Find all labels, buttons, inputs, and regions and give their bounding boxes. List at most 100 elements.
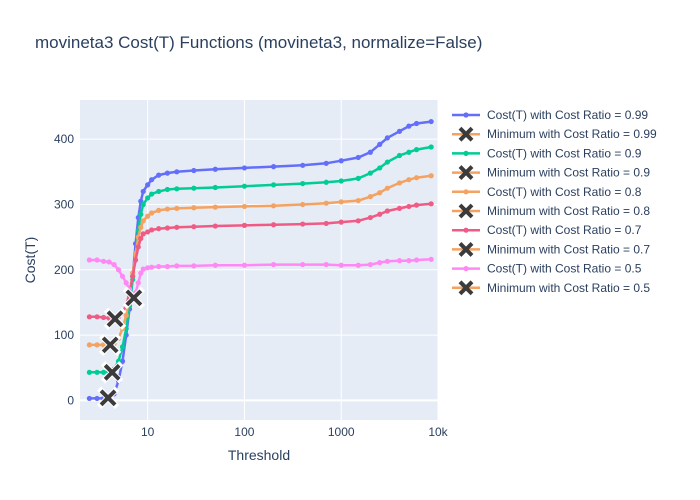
data-point	[191, 185, 197, 191]
legend-item[interactable]: Cost(T) with Cost Ratio = 0.5	[452, 262, 642, 276]
data-point	[428, 201, 434, 207]
data-point	[94, 395, 100, 402]
data-point	[377, 190, 383, 196]
legend-item[interactable]: Minimum with Cost Ratio = 0.99	[452, 126, 657, 142]
data-point	[86, 342, 92, 348]
data-point	[140, 218, 146, 224]
data-point	[413, 257, 420, 263]
legend-item[interactable]: Minimum with Cost Ratio = 0.9	[452, 165, 650, 181]
data-point	[138, 235, 144, 242]
legend-item[interactable]: Cost(T) with Cost Ratio = 0.99	[452, 108, 648, 122]
data-point	[111, 261, 117, 268]
data-point	[119, 273, 126, 279]
data-point	[106, 259, 112, 265]
legend-swatch-point	[463, 266, 469, 272]
data-point	[300, 261, 306, 268]
data-point	[145, 265, 151, 271]
data-point	[384, 208, 390, 214]
data-point	[300, 162, 306, 168]
y-tick-label: 400	[54, 132, 74, 146]
legend-swatch-marker	[458, 280, 474, 296]
y-tick-label: 200	[54, 263, 74, 277]
data-point	[355, 218, 361, 224]
legend-item[interactable]: Minimum with Cost Ratio = 0.7	[452, 241, 650, 257]
data-point	[135, 244, 141, 250]
data-point	[323, 160, 329, 166]
data-point	[86, 314, 92, 320]
data-point	[413, 147, 420, 153]
data-point	[174, 169, 180, 175]
minimum-marker	[98, 333, 122, 357]
marker-x	[101, 336, 119, 354]
data-point	[241, 262, 248, 268]
data-point	[156, 263, 162, 270]
data-point	[406, 258, 412, 264]
data-point	[413, 202, 420, 208]
data-point	[130, 273, 136, 279]
data-point	[86, 369, 92, 375]
y-tick-label: 300	[54, 197, 74, 211]
legend-swatch-point	[463, 189, 469, 195]
legend-label: Cost(T) with Cost Ratio = 0.5	[487, 262, 642, 276]
data-point	[123, 312, 129, 319]
chart-title: movineta3 Cost(T) Functions (movineta3, …	[35, 33, 483, 52]
data-point	[377, 211, 383, 217]
data-point	[270, 261, 277, 268]
data-point	[377, 165, 383, 171]
x-tick-label: 10k	[428, 425, 448, 439]
data-point	[149, 191, 155, 197]
legend-item[interactable]: Cost(T) with Cost Ratio = 0.8	[452, 185, 642, 199]
data-point	[164, 186, 171, 193]
data-point	[156, 188, 162, 195]
data-point	[270, 182, 277, 188]
data-point	[212, 262, 218, 268]
legend-item[interactable]: Cost(T) with Cost Ratio = 0.9	[452, 146, 642, 160]
data-point	[212, 184, 218, 191]
data-point	[428, 144, 434, 150]
data-point	[384, 258, 390, 264]
data-point	[138, 270, 144, 276]
data-point	[270, 222, 277, 228]
marker-x	[103, 363, 121, 381]
data-point	[212, 204, 218, 210]
data-point	[241, 165, 248, 171]
data-point	[300, 180, 306, 187]
data-point	[156, 207, 162, 213]
y-axis-ticks: 0 100 200 300 400	[54, 132, 74, 407]
data-point	[149, 210, 155, 216]
data-point	[115, 267, 122, 273]
legend-item[interactable]: Minimum with Cost Ratio = 0.8	[452, 203, 650, 219]
series-path	[89, 258, 432, 299]
data-point	[145, 213, 151, 219]
x-tick-label: 100	[234, 425, 254, 439]
legend-label: Cost(T) with Cost Ratio = 0.7	[487, 223, 642, 237]
data-point	[138, 211, 144, 217]
data-point	[212, 166, 218, 172]
data-point	[149, 177, 155, 183]
legend-label: Minimum with Cost Ratio = 0.8	[487, 204, 650, 218]
data-point	[174, 224, 180, 230]
data-point	[241, 183, 248, 189]
data-point	[212, 223, 218, 229]
data-point	[367, 149, 373, 155]
data-point	[174, 186, 180, 192]
data-point	[355, 197, 361, 204]
legend[interactable]: Cost(T) with Cost Ratio = 0.99 Minimum wi…	[452, 108, 657, 296]
legend-item[interactable]: Cost(T) with Cost Ratio = 0.7	[452, 223, 642, 237]
series-path	[89, 145, 432, 374]
data-point	[140, 188, 146, 195]
data-point	[145, 195, 151, 201]
x-tick-label: 1000	[328, 425, 355, 439]
data-point	[100, 258, 107, 264]
data-point	[384, 135, 390, 141]
legend-item[interactable]: Minimum with Cost Ratio = 0.5	[452, 280, 650, 296]
data-point	[164, 263, 171, 270]
data-point	[396, 205, 403, 212]
legend-label: Minimum with Cost Ratio = 0.7	[487, 242, 650, 256]
minimum-marker	[100, 361, 124, 384]
data-point	[174, 205, 180, 212]
data-point	[367, 214, 373, 221]
data-point	[413, 175, 420, 181]
data-point	[338, 262, 344, 268]
data-point	[119, 358, 126, 364]
